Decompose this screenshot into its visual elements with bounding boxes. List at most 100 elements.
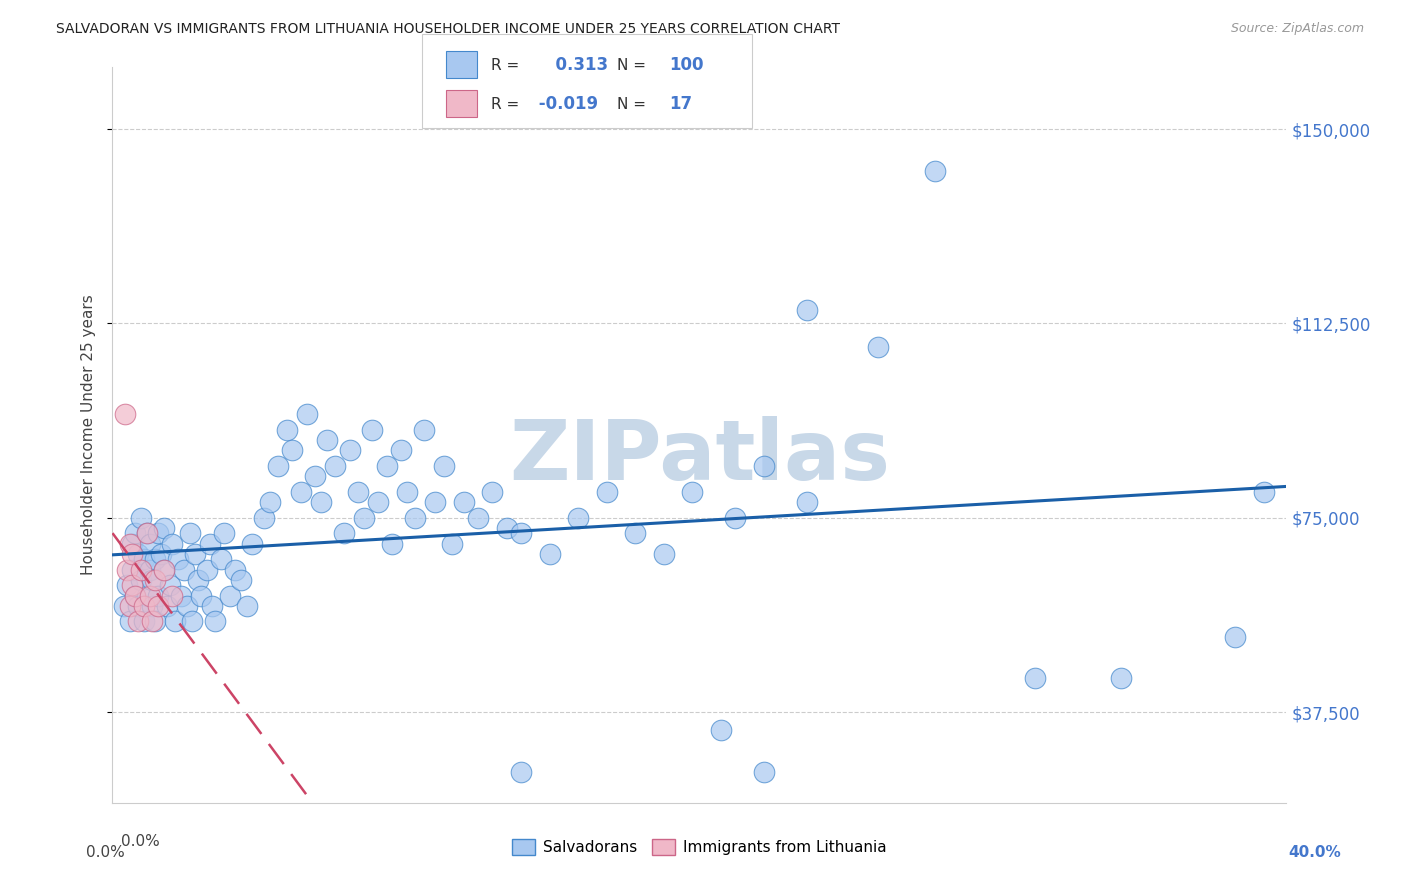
- Point: [198, 537, 221, 551]
- Point: [412, 423, 434, 437]
- Point: [132, 599, 155, 613]
- Point: [148, 526, 170, 541]
- Point: [276, 423, 298, 437]
- Point: [404, 510, 426, 524]
- Point: [290, 484, 312, 499]
- Point: [652, 547, 675, 561]
- Text: Source: ZipAtlas.com: Source: ZipAtlas.com: [1230, 22, 1364, 36]
- Point: [121, 537, 143, 551]
- Point: [143, 573, 166, 587]
- Point: [138, 589, 160, 603]
- Point: [187, 573, 209, 587]
- Point: [148, 589, 170, 603]
- Point: [121, 547, 143, 561]
- Point: [118, 537, 141, 551]
- Point: [141, 599, 163, 613]
- Point: [173, 563, 195, 577]
- Point: [510, 526, 533, 541]
- Text: SALVADORAN VS IMMIGRANTS FROM LITHUANIA HOUSEHOLDER INCOME UNDER 25 YEARS CORREL: SALVADORAN VS IMMIGRANTS FROM LITHUANIA …: [56, 22, 841, 37]
- Point: [167, 552, 190, 566]
- Point: [924, 163, 946, 178]
- Point: [135, 589, 157, 603]
- Point: [201, 599, 224, 613]
- Point: [153, 521, 176, 535]
- Point: [395, 484, 418, 499]
- Point: [353, 510, 375, 524]
- Text: -0.019: -0.019: [533, 95, 598, 113]
- Point: [467, 510, 489, 524]
- Point: [339, 443, 361, 458]
- Point: [124, 526, 146, 541]
- Point: [681, 484, 703, 499]
- Point: [170, 589, 193, 603]
- Text: ZIPatlas: ZIPatlas: [509, 417, 890, 498]
- Point: [148, 599, 170, 613]
- Point: [235, 599, 257, 613]
- Point: [127, 615, 149, 629]
- Point: [595, 484, 617, 499]
- Point: [153, 563, 176, 577]
- Point: [112, 599, 135, 613]
- Point: [433, 458, 456, 473]
- Point: [165, 615, 187, 629]
- Point: [1109, 672, 1132, 686]
- Point: [752, 764, 775, 779]
- Point: [150, 547, 173, 561]
- Point: [796, 495, 818, 509]
- Point: [866, 340, 889, 354]
- Point: [141, 573, 163, 587]
- Point: [184, 547, 207, 561]
- Point: [242, 537, 264, 551]
- Point: [212, 526, 235, 541]
- Point: [315, 433, 337, 447]
- Legend: Salvadorans, Immigrants from Lithuania: Salvadorans, Immigrants from Lithuania: [506, 833, 893, 862]
- Point: [481, 484, 503, 499]
- Point: [143, 615, 166, 629]
- Point: [129, 510, 152, 524]
- Point: [135, 526, 157, 541]
- Text: 0.313: 0.313: [544, 56, 609, 74]
- Point: [121, 578, 143, 592]
- Point: [724, 510, 747, 524]
- Point: [304, 469, 326, 483]
- Point: [190, 589, 212, 603]
- Text: R =: R =: [491, 97, 519, 112]
- Point: [347, 484, 370, 499]
- Point: [204, 615, 226, 629]
- Text: 0.0%: 0.0%: [121, 834, 160, 849]
- Point: [121, 563, 143, 577]
- Point: [162, 537, 184, 551]
- Point: [381, 537, 404, 551]
- Point: [295, 407, 318, 421]
- Point: [229, 573, 252, 587]
- Point: [143, 552, 166, 566]
- Point: [181, 615, 204, 629]
- Point: [132, 615, 155, 629]
- Text: N =: N =: [617, 97, 647, 112]
- Point: [453, 495, 475, 509]
- Point: [309, 495, 332, 509]
- Point: [367, 495, 389, 509]
- Point: [752, 458, 775, 473]
- Point: [495, 521, 517, 535]
- Point: [124, 589, 146, 603]
- Y-axis label: Householder Income Under 25 years: Householder Income Under 25 years: [80, 294, 96, 575]
- Text: 40.0%: 40.0%: [1288, 845, 1341, 860]
- Text: R =: R =: [491, 58, 519, 73]
- Point: [375, 458, 398, 473]
- Point: [179, 526, 201, 541]
- Point: [710, 723, 733, 738]
- Point: [361, 423, 384, 437]
- Point: [138, 537, 160, 551]
- Point: [129, 563, 152, 577]
- Text: 17: 17: [669, 95, 692, 113]
- Point: [124, 589, 146, 603]
- Point: [425, 495, 447, 509]
- Point: [162, 589, 184, 603]
- Point: [538, 547, 561, 561]
- Point: [333, 526, 356, 541]
- Point: [153, 563, 176, 577]
- Text: N =: N =: [617, 58, 647, 73]
- Point: [796, 303, 818, 318]
- Point: [176, 599, 198, 613]
